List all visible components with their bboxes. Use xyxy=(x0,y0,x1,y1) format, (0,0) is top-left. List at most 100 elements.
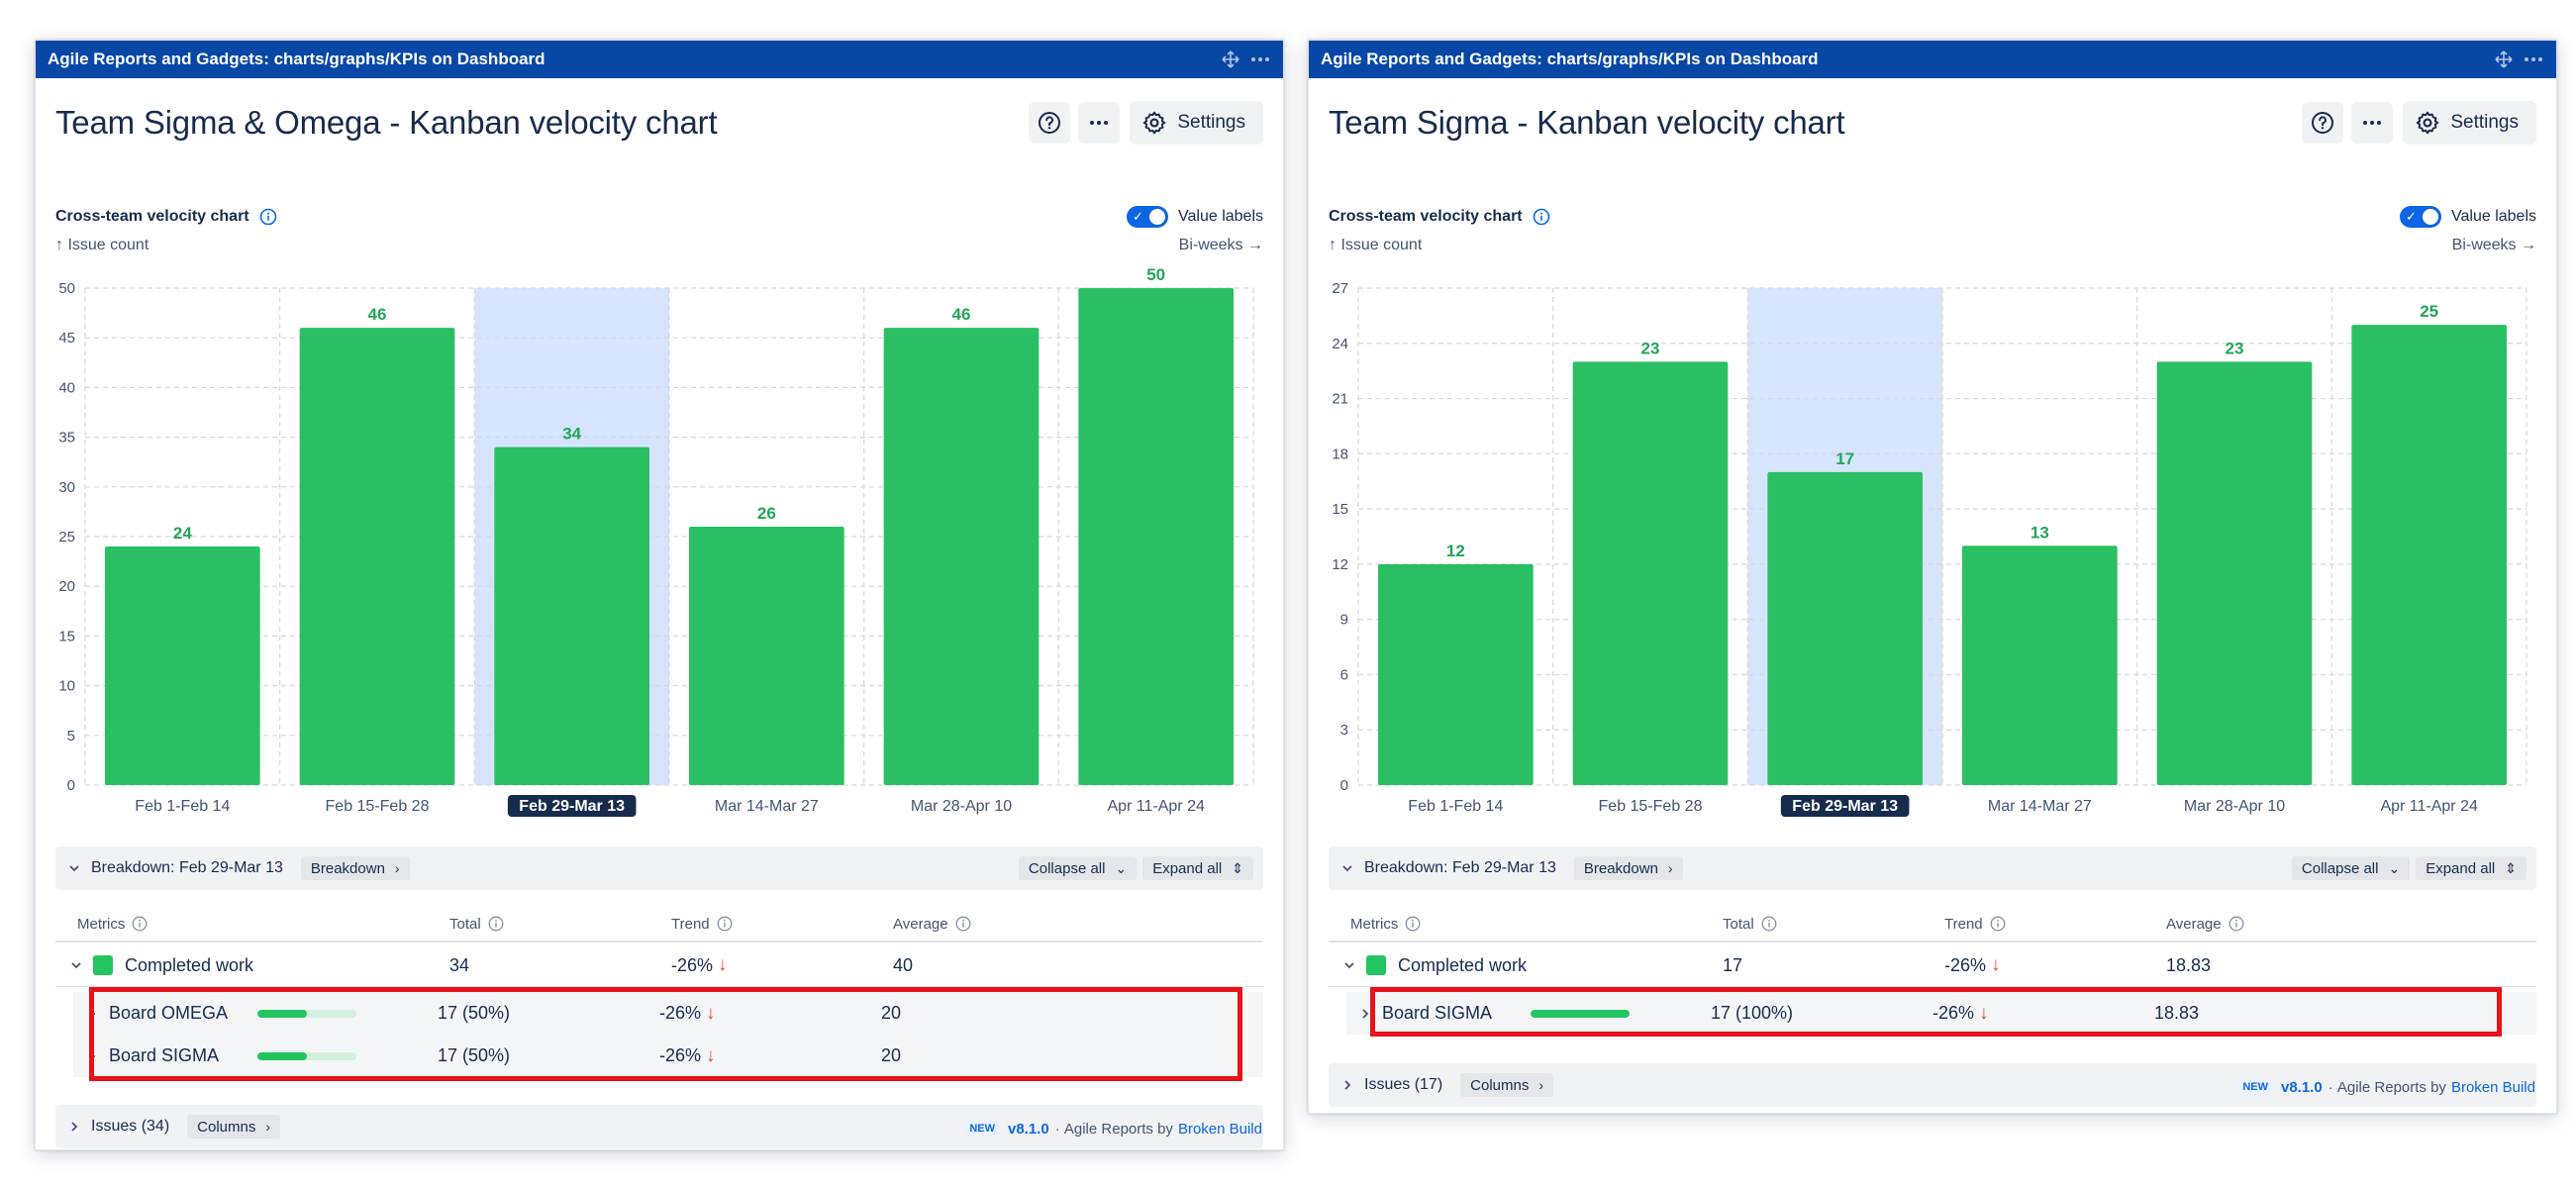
bar xyxy=(1378,563,1534,785)
col-average: Average xyxy=(2166,915,2222,933)
more-icon xyxy=(2363,121,2382,125)
breakdown-bar: Breakdown: Feb 29-Mar 13 Breakdown › Coll… xyxy=(55,846,1263,890)
breakdown-button[interactable]: Breakdown › xyxy=(300,856,410,880)
collapse-all-label: Collapse all xyxy=(2301,859,2379,877)
expand-all-button[interactable]: Expand all ⇕ xyxy=(2416,856,2526,880)
info-icon[interactable] xyxy=(132,916,148,932)
bar xyxy=(2156,361,2313,785)
value-labels-toggle[interactable]: ✓ xyxy=(2400,206,2442,228)
move-icon[interactable] xyxy=(1220,49,1241,70)
info-icon[interactable] xyxy=(955,916,971,932)
group-trend: -26% xyxy=(671,954,714,975)
vendor-link[interactable]: Broken Build xyxy=(1177,1120,1262,1138)
row-trend: -26% xyxy=(659,1003,702,1023)
chevron-right-icon: › xyxy=(265,1119,270,1135)
share-progress-bar xyxy=(1531,1009,1630,1018)
x-tick-label: Feb 29-Mar 13 xyxy=(519,798,625,815)
table-row-completed-work[interactable]: Completed work 17 -26% ↓ 18.83 xyxy=(1329,944,2536,987)
col-total: Total xyxy=(449,915,481,933)
more-button[interactable] xyxy=(1078,102,1121,144)
bar xyxy=(1078,288,1234,785)
breakdown-label: Breakdown: Feb 29-Mar 13 xyxy=(1364,859,1556,876)
expand-all-button[interactable]: Expand all ⇕ xyxy=(1142,856,1253,880)
bar xyxy=(299,328,455,785)
highlight-box xyxy=(89,987,1242,1081)
more-button[interactable] xyxy=(2351,102,2394,144)
x-tick-label: Mar 28-Apr 10 xyxy=(2184,798,2285,815)
info-icon[interactable] xyxy=(1761,916,1777,932)
chevron-right-icon[interactable] xyxy=(1338,1078,1356,1092)
chevron-right-icon[interactable] xyxy=(1356,1007,1374,1021)
gadget-footer: NEW v8.1.0 · Agile Reports by Broken Bui… xyxy=(896,1117,1262,1140)
data-label: 13 xyxy=(2031,523,2049,542)
table-row-board-sigma[interactable]: Board SIGMA 17 (50%) -26% ↓ 20 xyxy=(73,1035,1263,1077)
settings-button[interactable]: Settings xyxy=(2403,101,2536,145)
collapse-all-button[interactable]: Collapse all ⌄ xyxy=(1018,856,1138,880)
row-trend: -26% xyxy=(659,1045,702,1065)
version-link[interactable]: v8.1.0 xyxy=(1007,1120,1049,1138)
columns-button[interactable]: Columns › xyxy=(1460,1073,1553,1097)
data-label: 23 xyxy=(1641,339,1660,357)
col-trend: Trend xyxy=(1944,915,1983,933)
vendor-link[interactable]: Broken Build xyxy=(2450,1078,2535,1096)
y-tick-label: 18 xyxy=(1332,446,1348,462)
gadget-header-title: Agile Reports and Gadgets: charts/graphs… xyxy=(1321,50,1819,68)
y-tick-label: 5 xyxy=(67,728,75,744)
col-metrics: Metrics xyxy=(1350,915,1399,933)
columns-button-label: Columns xyxy=(1470,1076,1530,1094)
x-tick-label: Mar 28-Apr 10 xyxy=(911,798,1012,815)
table-row-board-sigma[interactable]: Board SIGMA 17 (100%) -26% ↓ 18.83 xyxy=(1346,992,2536,1035)
issues-bar: Issues (17) Columns › xyxy=(1329,1063,2536,1107)
chevron-right-icon: › xyxy=(394,860,400,876)
version-link[interactable]: v8.1.0 xyxy=(2280,1078,2323,1096)
share-progress-bar xyxy=(257,1051,356,1060)
bar xyxy=(689,526,844,785)
collapse-all-button[interactable]: Collapse all ⌄ xyxy=(2291,856,2411,880)
breakdown-button[interactable]: Breakdown › xyxy=(1573,856,1683,880)
x-tick-label: Feb 15-Feb 28 xyxy=(326,798,430,815)
y-tick-label: 12 xyxy=(1332,556,1348,573)
help-button[interactable] xyxy=(1029,102,1071,144)
chevron-down-icon[interactable] xyxy=(1340,958,1358,972)
move-icon[interactable] xyxy=(2493,49,2515,70)
gear-icon xyxy=(1143,111,1166,135)
info-icon[interactable] xyxy=(259,208,277,226)
table-row-completed-work[interactable]: Completed work 34 -26% ↓ 40 xyxy=(55,944,1263,987)
chevron-down-icon[interactable] xyxy=(67,958,85,972)
info-icon[interactable] xyxy=(1990,916,2006,932)
info-icon[interactable] xyxy=(1533,208,1550,226)
chevron-down-icon[interactable] xyxy=(65,861,83,875)
y-tick-label: 30 xyxy=(58,479,75,496)
row-average: 20 xyxy=(881,1003,902,1023)
y-tick-label: 50 xyxy=(58,280,75,297)
y-tick-label: 25 xyxy=(58,529,75,545)
help-button[interactable] xyxy=(2302,102,2344,144)
columns-button[interactable]: Columns › xyxy=(187,1115,280,1139)
row-total: 17 (100%) xyxy=(1711,1003,1794,1023)
share-progress-bar xyxy=(257,1009,356,1018)
chart-subtitle: Cross-team velocity chart xyxy=(1329,208,1523,225)
value-labels-toggle[interactable]: ✓ xyxy=(1127,206,1169,228)
group-trend: -26% xyxy=(1944,954,1987,975)
more-icon[interactable] xyxy=(2523,49,2544,70)
row-average: 20 xyxy=(881,1045,902,1065)
info-icon[interactable] xyxy=(717,916,733,932)
expand-all-label: Expand all xyxy=(1152,859,1223,877)
table-row-board-omega[interactable]: Board OMEGA 17 (50%) -26% ↓ 20 xyxy=(73,992,1263,1035)
more-icon[interactable] xyxy=(1249,49,1271,70)
info-icon[interactable] xyxy=(2229,916,2244,932)
x-tick-label: Apr 11-Apr 24 xyxy=(2380,798,2478,815)
expand-icon: ⇕ xyxy=(1232,859,1243,876)
chevron-down-icon[interactable] xyxy=(1338,861,1356,875)
breakdown-bar: Breakdown: Feb 29-Mar 13 Breakdown › Coll… xyxy=(1329,846,2536,890)
info-icon[interactable] xyxy=(488,916,504,932)
chevron-right-icon[interactable] xyxy=(65,1120,83,1134)
collapse-all-label: Collapse all xyxy=(1028,859,1106,877)
settings-button[interactable]: Settings xyxy=(1130,101,1263,145)
columns-button-label: Columns xyxy=(197,1118,256,1136)
y-tick-label: 15 xyxy=(58,628,75,645)
trend-down-icon: ↓ xyxy=(706,1002,716,1024)
new-badge: NEW xyxy=(2237,1079,2273,1095)
info-icon[interactable] xyxy=(1405,916,1421,932)
series-swatch xyxy=(93,955,113,975)
